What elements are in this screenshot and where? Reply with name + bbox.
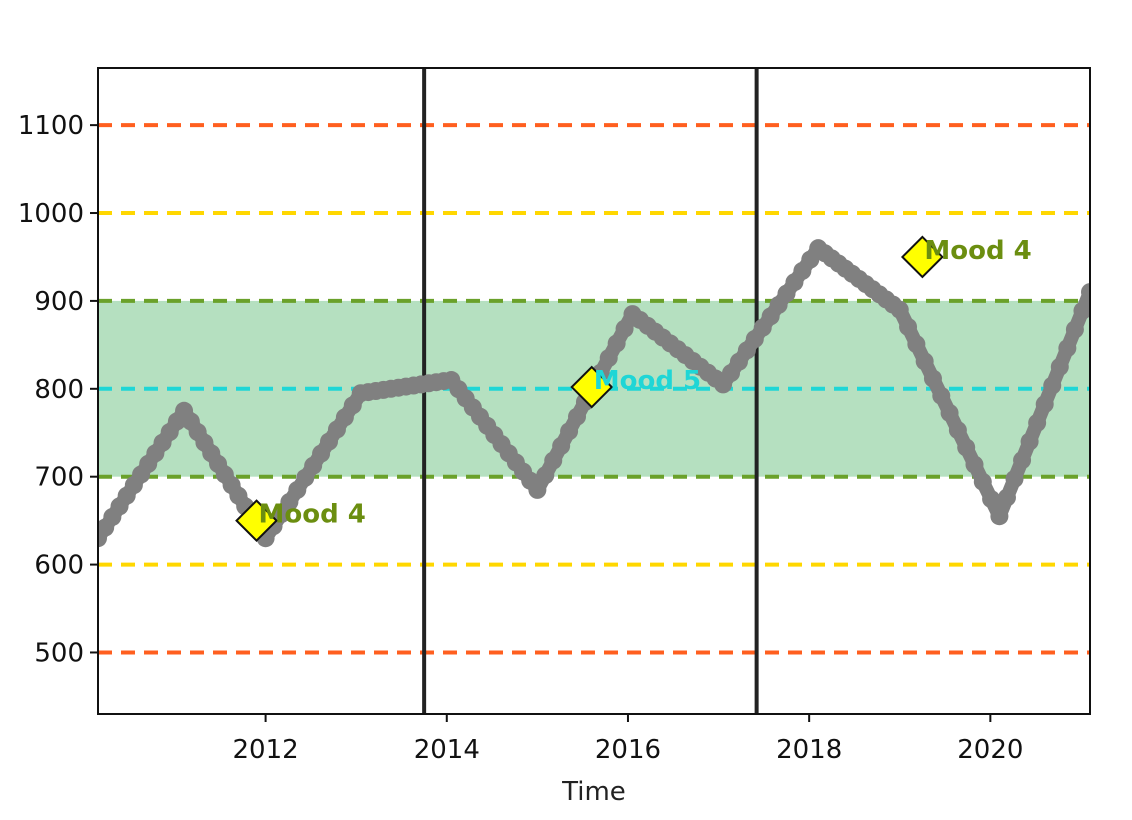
series-marker: [1081, 283, 1090, 302]
series-marker: [965, 455, 984, 474]
mood-diamond-marker: [235, 499, 278, 543]
mood-label: Mood 4: [924, 236, 1031, 266]
x-tick-label: 2012: [233, 735, 299, 765]
y-tick-label: 1000: [18, 199, 84, 229]
mood-label: Mood 5: [594, 366, 701, 396]
series-marker: [1020, 432, 1039, 451]
series-marker: [957, 438, 976, 457]
x-tick-label: 2016: [595, 735, 661, 765]
series-marker: [1028, 413, 1047, 432]
series-marker: [552, 436, 571, 455]
x-tick-label: 2014: [414, 735, 480, 765]
plot-frame: [97, 67, 1091, 715]
series-marker: [1050, 357, 1069, 376]
series-marker: [560, 422, 579, 441]
series-marker: [1035, 395, 1054, 414]
plot-layer: Mood 4 Mood 5 Mood 4: [98, 68, 1090, 714]
y-tick-label: 800: [34, 375, 84, 405]
series-marker: [890, 300, 909, 319]
series-marker: [948, 421, 967, 440]
y-tick-label: 700: [34, 463, 84, 493]
series-marker: [990, 507, 1009, 526]
series-marker: [899, 317, 918, 336]
x-tick-label: 2018: [776, 735, 842, 765]
series-marker: [973, 472, 992, 491]
series-marker: [923, 369, 942, 388]
y-tick-label: 600: [34, 551, 84, 581]
x-tick-label: 2020: [957, 735, 1023, 765]
series-marker: [599, 349, 618, 368]
series-marker: [544, 451, 563, 470]
series-marker: [940, 403, 959, 422]
series-marker: [1065, 320, 1084, 339]
series-marker: [1005, 469, 1024, 488]
series-marker: [1043, 376, 1062, 395]
series-marker: [1058, 339, 1077, 358]
mood-label: Mood 4: [259, 500, 366, 530]
series-marker: [528, 480, 547, 499]
series-marker: [932, 386, 951, 405]
series-marker: [997, 488, 1016, 507]
y-tick-label: 1100: [18, 111, 84, 141]
y-tick-label: 900: [34, 287, 84, 317]
series-marker: [536, 466, 555, 485]
mood-diamond-marker: [900, 235, 944, 279]
series-marker: [907, 335, 926, 354]
series-marker: [915, 352, 934, 371]
axis-layer: 2012 2014 2016 2018 2020 500 600 700 800 900 1000 1…: [18, 111, 1024, 765]
series-marker: [568, 407, 587, 426]
series-marker: [1013, 451, 1032, 470]
x-axis-title: Time: [561, 777, 626, 807]
mood-diamond-marker: [570, 365, 614, 409]
series-marker: [615, 319, 634, 338]
series-marker: [982, 490, 1001, 509]
y-tick-label: 500: [34, 638, 84, 668]
series-marker: [1073, 301, 1090, 320]
series-marker: [607, 334, 626, 353]
